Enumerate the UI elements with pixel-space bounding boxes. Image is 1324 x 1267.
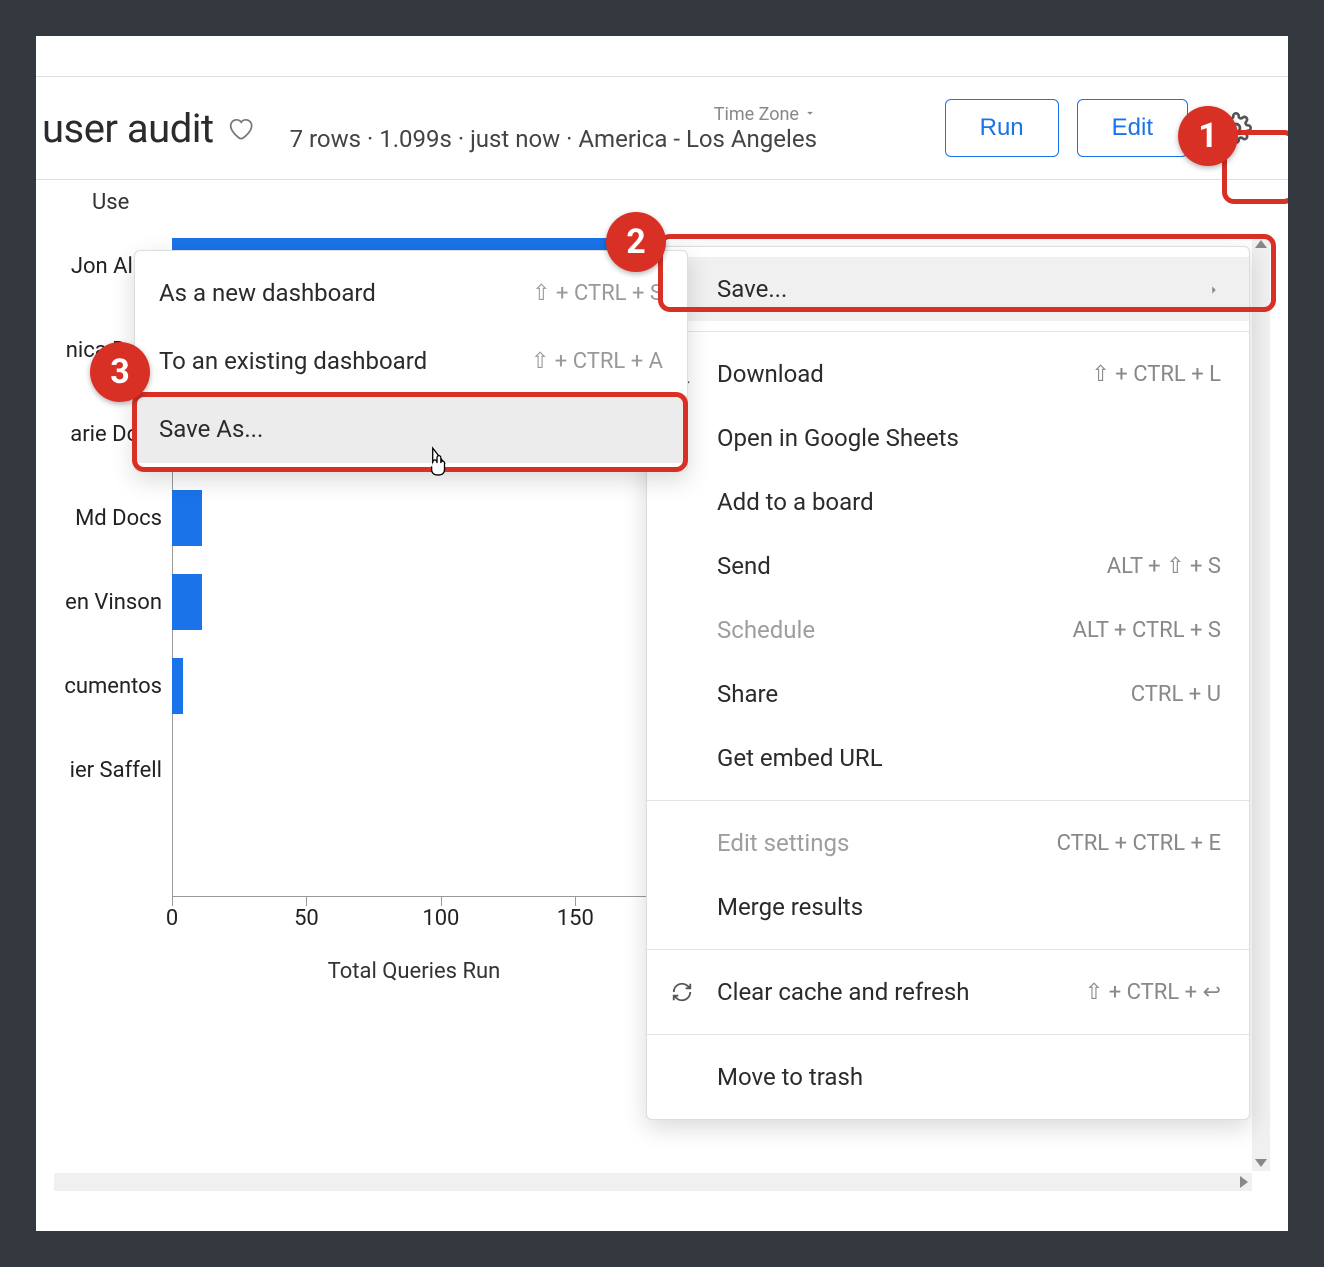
submenu-item-new_dash[interactable]: As a new dashboard ⇧ + CTRL + S xyxy=(135,259,687,327)
menu-shortcut: ALT + CTRL + S xyxy=(1073,618,1221,643)
menu-item-share[interactable]: Share CTRL + U xyxy=(647,662,1249,726)
menu-item-label: Download xyxy=(717,360,824,388)
refresh-icon xyxy=(671,981,693,1003)
menu-item-save[interactable]: Save... xyxy=(647,257,1249,321)
menu-item-label: Move to trash xyxy=(717,1063,863,1091)
submenu-shortcut: ⇧ + CTRL + A xyxy=(531,349,663,374)
bar[interactable] xyxy=(172,490,202,546)
x-axis: Total Queries Run 050100150 xyxy=(172,896,656,984)
horizontal-scrollbar[interactable] xyxy=(54,1173,1252,1191)
bar-row: cumentos xyxy=(36,644,656,728)
vertical-scrollbar[interactable] xyxy=(1252,236,1270,1171)
menu-item-send[interactable]: Send ALT + ⇧ + S xyxy=(647,534,1249,598)
save-submenu: As a new dashboard ⇧ + CTRL + S To an exis… xyxy=(134,250,688,472)
elapsed-time: 1.099s xyxy=(379,125,452,153)
menu-item-label: Add to a board xyxy=(717,488,874,516)
menu-item-trash[interactable]: Move to trash xyxy=(647,1045,1249,1109)
menu-shortcut: ⇧ + CTRL + L xyxy=(1091,362,1221,387)
edit-button[interactable]: Edit xyxy=(1077,99,1188,157)
bar-label: Md Docs xyxy=(36,506,172,531)
menu-item-label: Open in Google Sheets xyxy=(717,424,959,452)
menu-item-label: Edit settings xyxy=(717,829,849,857)
menu-item-embed[interactable]: Get embed URL xyxy=(647,726,1249,790)
menu-shortcut: CTRL + CTRL + E xyxy=(1057,831,1221,856)
bar-label: ier Saffell xyxy=(36,758,172,783)
x-axis-line xyxy=(172,896,656,897)
bar-label: en Vinson xyxy=(36,590,172,615)
timezone-label[interactable]: Time Zone xyxy=(714,104,799,125)
submenu-item-save_as[interactable]: Save As... xyxy=(135,395,687,463)
annotation-badge-3: 3 xyxy=(90,342,150,402)
chevron-right-icon xyxy=(1207,275,1221,303)
settings-dropdown: Save... Download ⇧ + CTRL + L Open in Googl… xyxy=(646,246,1250,1120)
menu-item-label: Get embed URL xyxy=(717,744,883,772)
timezone-value: America - Los Angeles xyxy=(578,125,817,153)
menu-item-open_sheets[interactable]: Open in Google Sheets xyxy=(647,406,1249,470)
bar-row: Md Docs xyxy=(36,476,656,560)
run-button[interactable]: Run xyxy=(945,99,1059,157)
title-group: user audit xyxy=(42,105,254,152)
bar-row: en Vinson xyxy=(36,560,656,644)
annotation-badge-2: 2 xyxy=(606,212,666,272)
submenu-label: To an existing dashboard xyxy=(159,347,427,375)
bar-label: cumentos xyxy=(36,674,172,699)
menu-item-clear_cache[interactable]: Clear cache and refresh ⇧ + CTRL + ↩ xyxy=(647,960,1249,1024)
menu-shortcut: ⇧ + CTRL + ↩ xyxy=(1085,980,1221,1005)
menu-item-merge[interactable]: Merge results xyxy=(647,875,1249,939)
menu-item-add_board[interactable]: Add to a board xyxy=(647,470,1249,534)
bar[interactable] xyxy=(172,658,183,714)
menu-item-label: Clear cache and refresh xyxy=(717,978,969,1006)
menu-item-label: Send xyxy=(717,552,771,580)
meta-info: Time Zone 7 rows · 1.099s · just now · A… xyxy=(290,104,817,153)
explorer-window: user audit Time Zone 7 rows · 1.099s · j… xyxy=(36,36,1288,1231)
last-run: just now xyxy=(470,125,560,153)
menu-item-label: Share xyxy=(717,680,778,708)
menu-item-edit_settings: Edit settings CTRL + CTRL + E xyxy=(647,811,1249,875)
favorite-icon[interactable] xyxy=(226,114,254,142)
submenu-label: Save As... xyxy=(159,415,263,443)
x-tick-label: 50 xyxy=(294,906,319,931)
submenu-label: As a new dashboard xyxy=(159,279,376,307)
x-tick-label: 0 xyxy=(166,906,178,931)
x-tick-label: 150 xyxy=(557,906,594,931)
submenu-shortcut: ⇧ + CTRL + S xyxy=(532,281,663,306)
menu-item-schedule: Schedule ALT + CTRL + S xyxy=(647,598,1249,662)
menu-item-label: Save... xyxy=(717,275,787,303)
bar[interactable] xyxy=(172,574,202,630)
page-title: user audit xyxy=(42,105,214,152)
menu-item-download[interactable]: Download ⇧ + CTRL + L xyxy=(647,342,1249,406)
menu-shortcut: CTRL + U xyxy=(1131,682,1221,707)
x-tick-label: 100 xyxy=(422,906,459,931)
header-bar: user audit Time Zone 7 rows · 1.099s · j… xyxy=(36,76,1288,180)
menu-item-label: Schedule xyxy=(717,616,815,644)
x-axis-title: Total Queries Run xyxy=(328,959,501,984)
row-count: 7 rows xyxy=(290,125,361,153)
annotation-badge-1: 1 xyxy=(1178,106,1238,166)
bar-row: ier Saffell xyxy=(36,728,656,812)
menu-shortcut: ALT + ⇧ + S xyxy=(1107,554,1221,579)
menu-item-label: Merge results xyxy=(717,893,863,921)
pointer-cursor-icon xyxy=(424,446,450,480)
y-axis-title: Use xyxy=(92,190,129,215)
submenu-item-existing_dash[interactable]: To an existing dashboard ⇧ + CTRL + A xyxy=(135,327,687,395)
